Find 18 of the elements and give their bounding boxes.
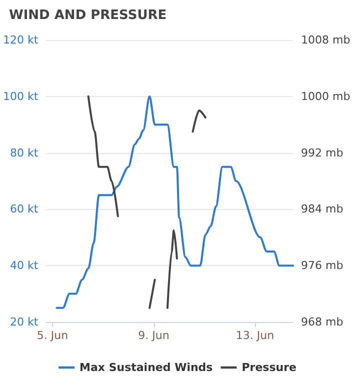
y2-tick-label: 992 mb: [301, 146, 344, 160]
y-tick-label: 60 kt: [10, 202, 39, 216]
y-tick-label: 40 kt: [10, 259, 39, 272]
y-tick-label: 80 kt: [10, 146, 39, 160]
y2-tick-label: 1000 mb: [301, 90, 350, 103]
y2-tick-label: 968 mb: [301, 316, 344, 328]
x-tick-label: 5. Jun: [36, 329, 68, 342]
legend-label: Max Sustained Winds: [80, 361, 214, 374]
y-tick-label: 100 kt: [2, 90, 39, 103]
y-tick-label: 120 kt: [2, 34, 39, 46]
legend-label: Pressure: [242, 361, 296, 374]
y2-tick-label: 976 mb: [301, 259, 344, 272]
y2-tick-label: 984 mb: [301, 202, 344, 216]
chart-title: WIND AND PRESSURE: [9, 8, 167, 23]
y2-tick-label: 1008 mb: [301, 34, 350, 46]
y-tick-label: 20 kt: [10, 316, 39, 328]
x-tick-label: 9. Jun: [138, 329, 170, 342]
x-tick-label: 13. Jun: [236, 329, 274, 342]
